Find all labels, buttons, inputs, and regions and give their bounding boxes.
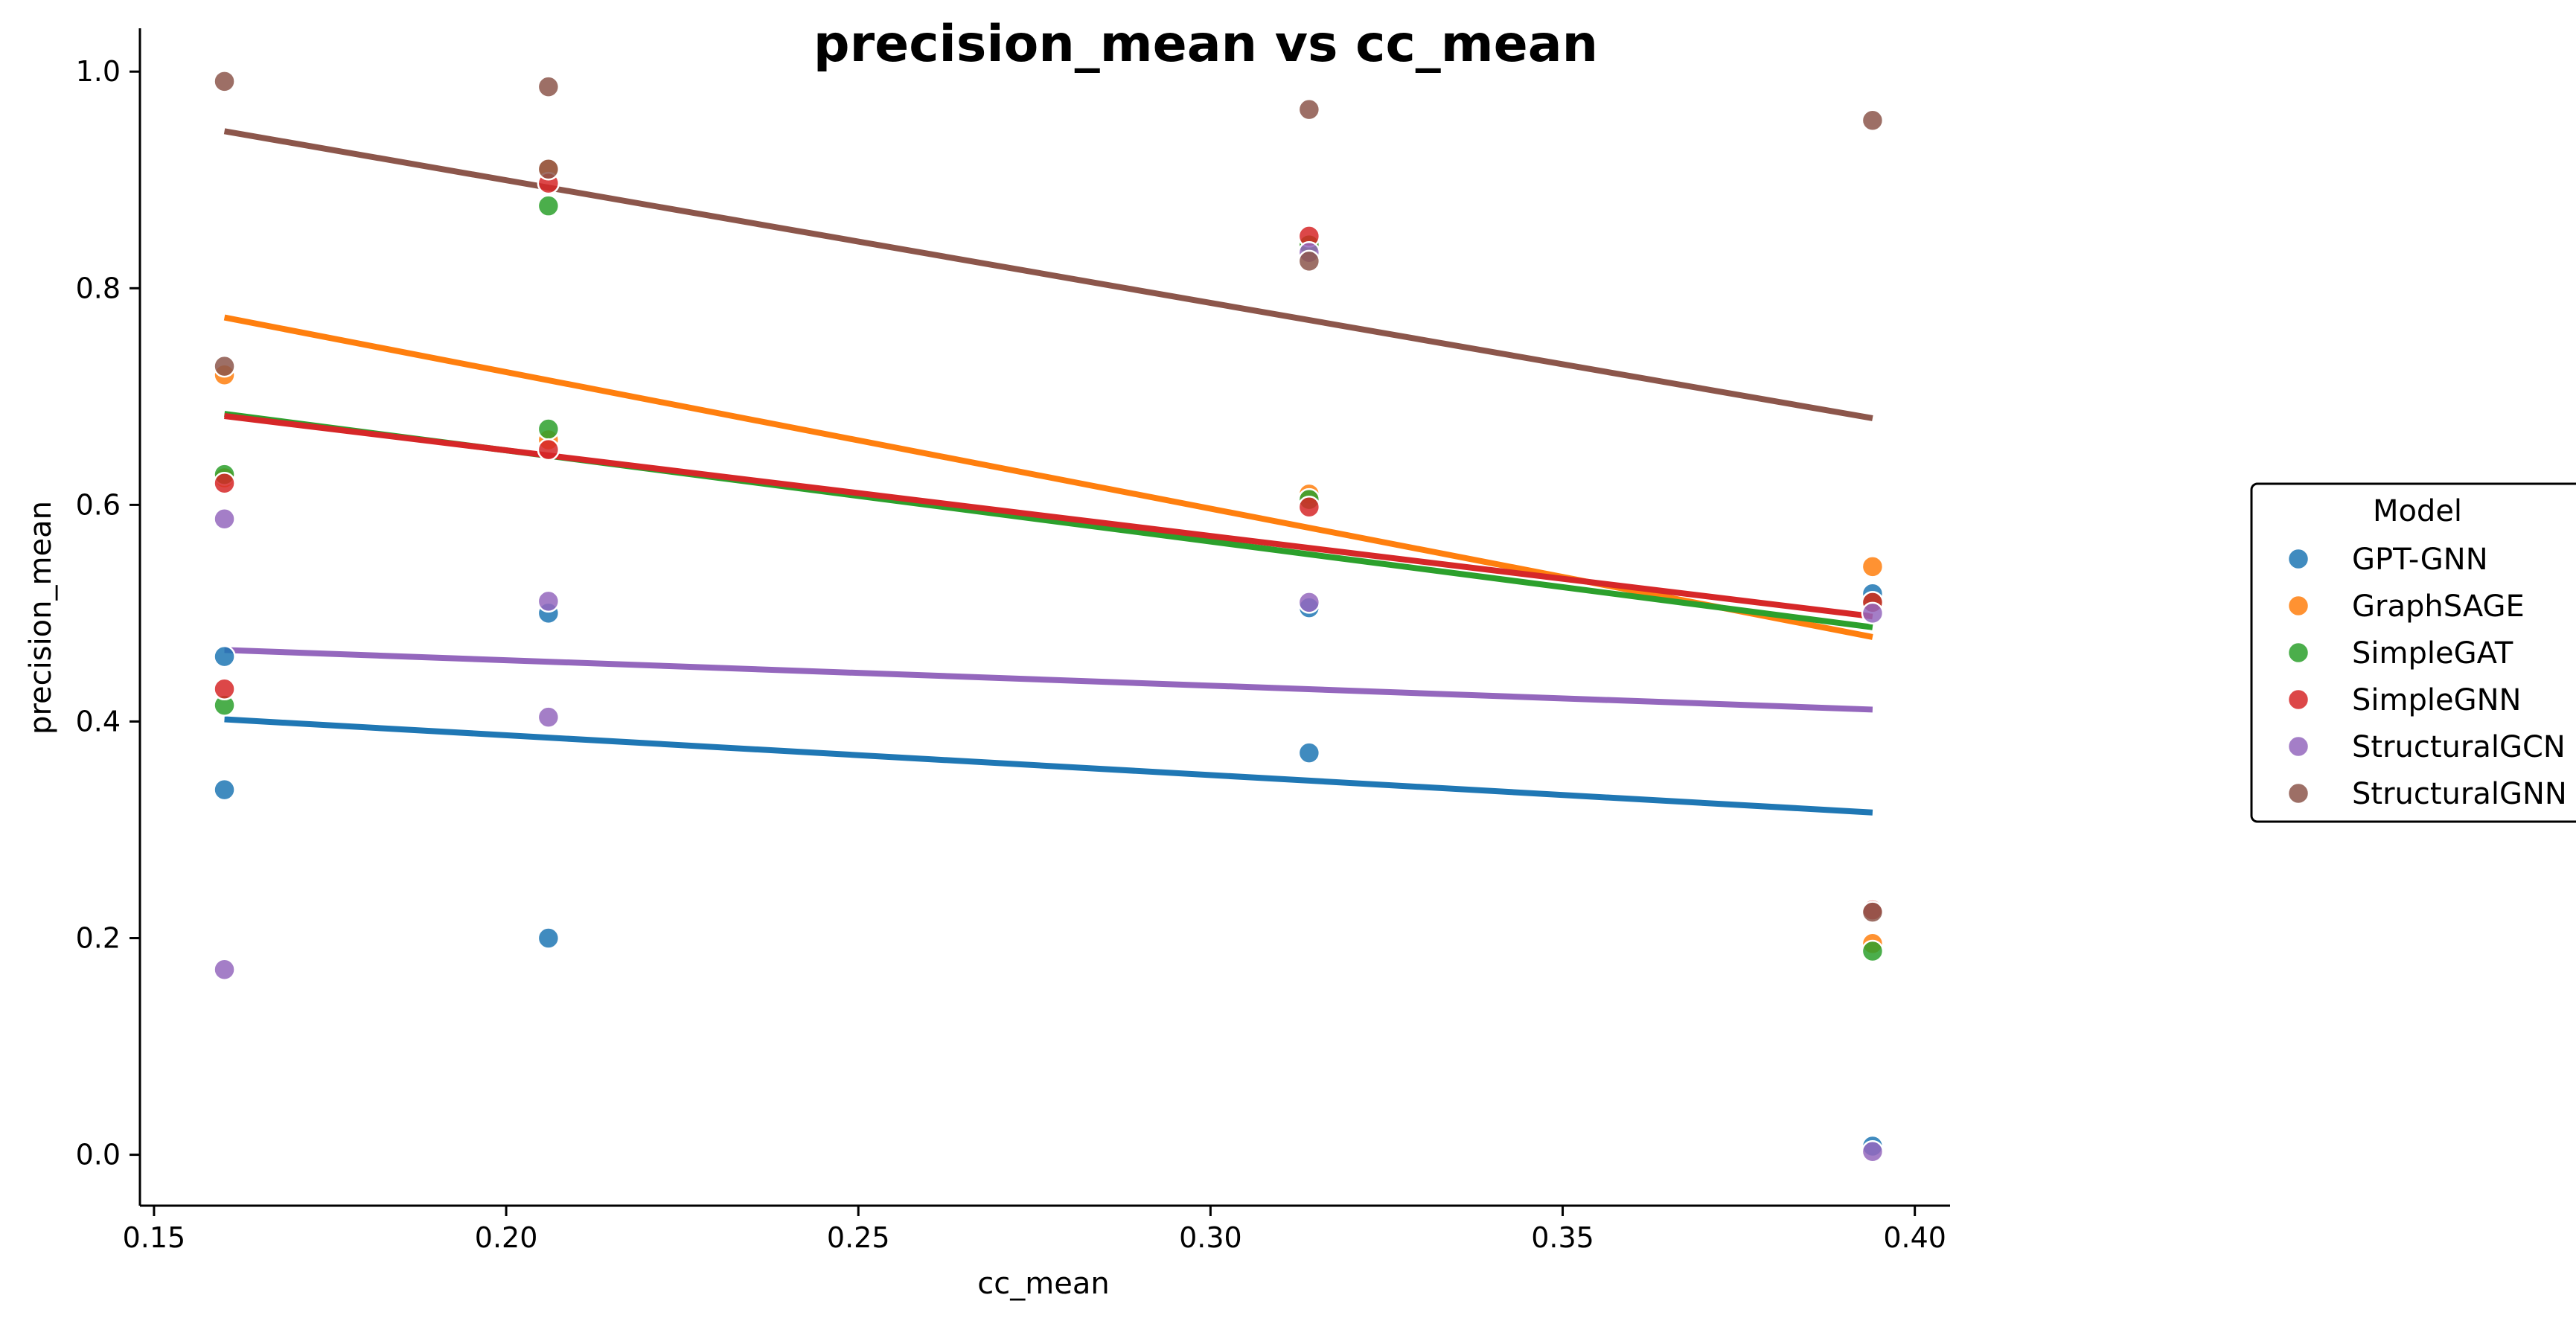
x-tick-label: 0.40 [1883,1221,1946,1254]
y-tick-label: 0.6 [76,488,121,521]
y-tick-label: 1.0 [76,55,121,88]
data-point-gpt-gnn [213,778,236,802]
trend-line-structuralgcn [224,647,1873,713]
legend-marker [2286,781,2310,805]
data-point-simplegnn [537,438,560,461]
data-point-structuralgnn [213,70,236,93]
trend-line-simplegnn [224,413,1873,620]
y-tick-label: 0.0 [76,1139,121,1171]
legend-marker [2286,641,2310,665]
data-point-structuralgcn [213,958,236,981]
legend-label: SimpleGAT [2352,636,2513,671]
y-tick-label: 0.8 [76,272,121,304]
x-tick-label: 0.20 [475,1221,538,1254]
legend-marker [2286,688,2310,711]
data-point-structuralgcn [1297,591,1321,614]
legend-marker [2286,594,2310,618]
data-point-structuralgnn [1861,901,1885,924]
legend-marker [2286,547,2310,571]
y-tick-label: 0.4 [76,705,121,738]
x-tick-label: 0.35 [1531,1221,1594,1254]
data-point-structuralgnn [1861,109,1885,132]
data-point-structuralgcn [1861,601,1885,625]
x-tick-label: 0.15 [123,1221,186,1254]
legend-entries: GPT-GNN GraphSAGE SimpleGAT SimpleGNN Struct… [2286,543,2567,811]
data-point-structuralgnn [537,157,560,181]
legend-frame [2250,482,2576,823]
legend-label: StructuralGNN [2352,777,2567,811]
data-point-graphsage [1861,555,1885,578]
data-point-structuralgcn [1861,1139,1885,1163]
data-point-gpt-gnn [213,645,236,668]
data-point-structuralgnn [1297,249,1321,273]
legend-label: StructuralGCN [2352,730,2566,764]
data-point-simplegat [537,418,560,441]
data-point-gpt-gnn [1297,741,1321,764]
data-point-simplegnn [1297,496,1321,519]
trend-lines [223,128,1873,816]
data-point-simplegat [1861,939,1885,963]
data-point-structuralgcn [213,508,236,531]
data-points [213,70,1885,1163]
x-axis-ticks: 0.15 0.20 0.25 0.30 0.35 0.40 [123,1206,1946,1254]
x-tick-label: 0.30 [1179,1221,1242,1254]
y-tick-label: 0.2 [76,922,121,955]
legend-label: SimpleGNN [2352,683,2521,717]
y-axis-ticks: 0.0 0.2 0.4 0.6 0.8 1.0 [76,55,140,1171]
data-point-simplegnn [213,472,236,495]
legend-title: Model [2373,494,2462,528]
x-tick-label: 0.25 [827,1221,890,1254]
legend: Model GPT-GNN GraphSAGE SimpleGAT SimpleGNN… [2250,482,2576,823]
data-point-structuralgnn [213,354,236,378]
y-axis-label: precision_mean [24,501,58,735]
legend-label: GPT-GNN [2352,543,2488,577]
data-point-gpt-gnn [537,927,560,950]
trend-line-gpt-gnn [224,716,1873,816]
data-point-simplegnn [213,677,236,701]
data-point-simplegat [537,194,560,217]
data-point-structuralgcn [537,589,560,613]
trend-line-structuralgnn [223,128,1873,421]
legend-label: GraphSAGE [2352,589,2525,624]
legend-marker [2286,735,2310,758]
chart-title: precision_mean vs cc_mean [814,15,1598,74]
data-point-structuralgnn [1297,97,1321,121]
data-point-structuralgcn [537,706,560,729]
x-axis-label: cc_mean [977,1267,1109,1301]
data-point-structuralgnn [537,75,560,98]
